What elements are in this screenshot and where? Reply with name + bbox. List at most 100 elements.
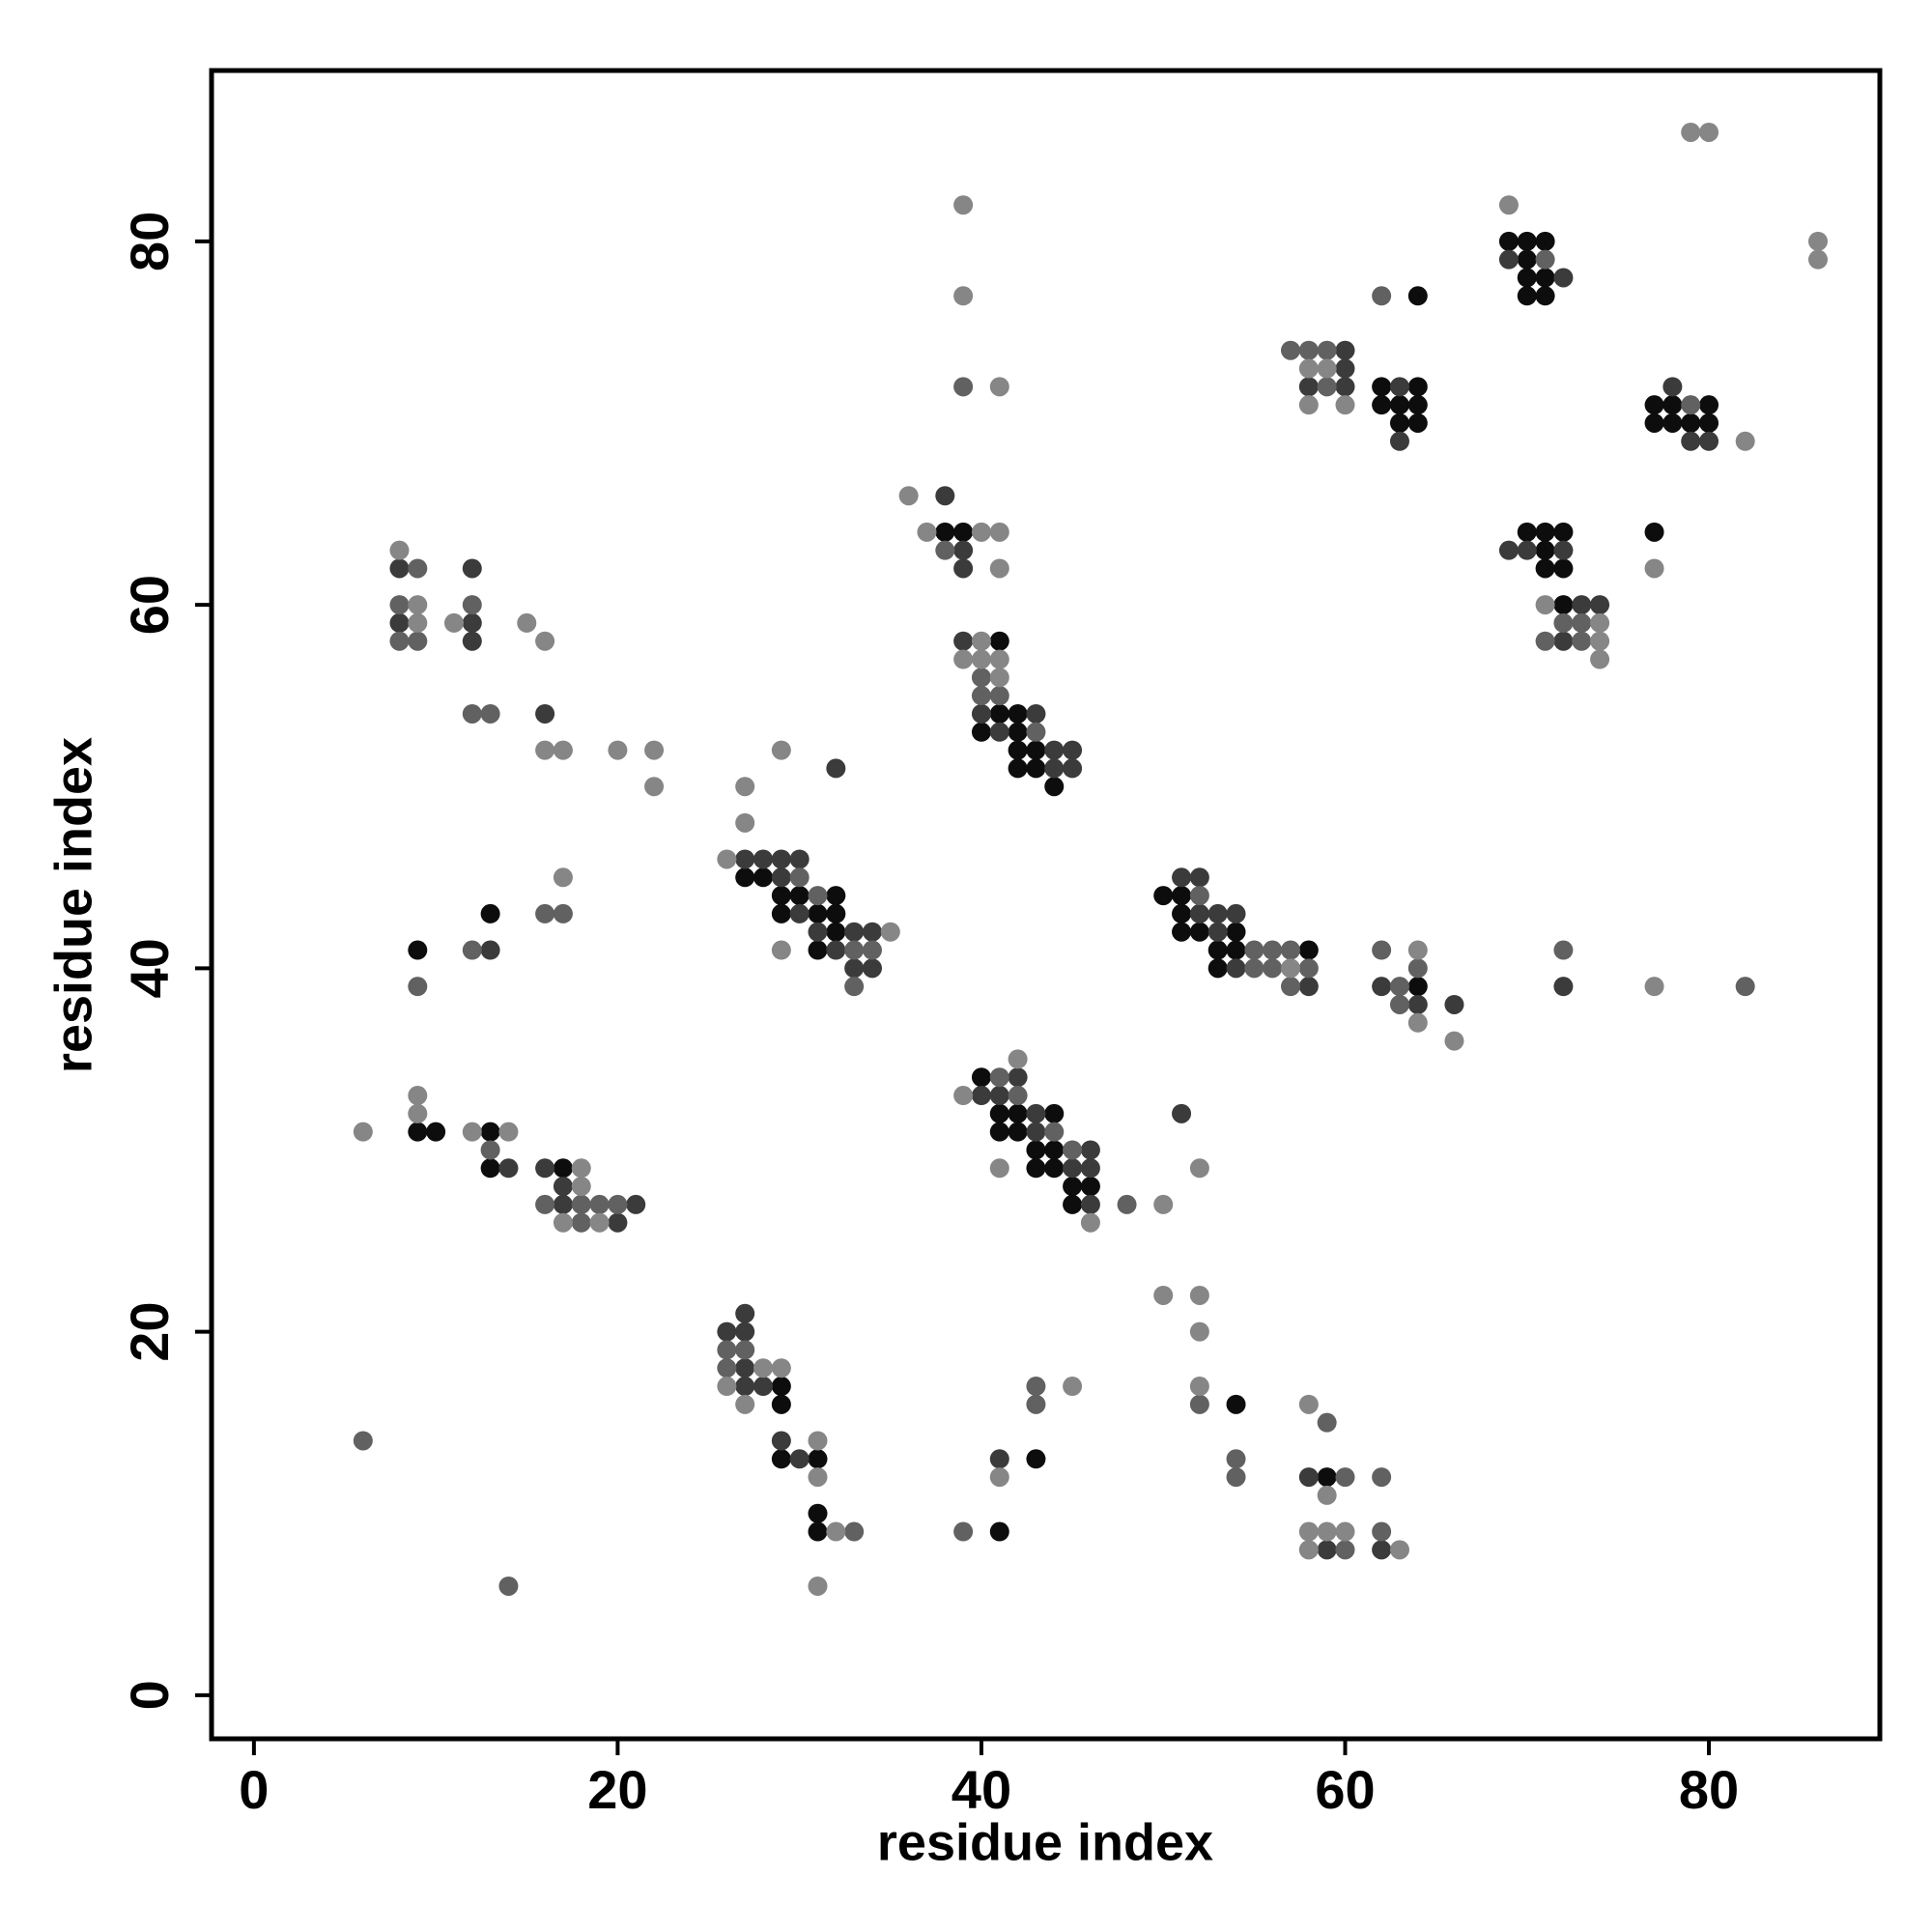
point	[608, 740, 628, 760]
point	[1298, 1521, 1319, 1542]
point	[953, 631, 974, 651]
point	[971, 722, 991, 742]
point	[1172, 886, 1192, 906]
point	[1189, 1394, 1209, 1414]
point	[989, 1103, 1009, 1123]
point	[898, 486, 919, 506]
point	[1317, 1521, 1337, 1542]
point	[1208, 940, 1228, 960]
point	[1044, 1158, 1065, 1179]
point	[1535, 249, 1555, 270]
point	[1662, 377, 1683, 397]
point	[971, 649, 991, 669]
point	[1208, 903, 1228, 923]
point	[1335, 377, 1355, 397]
point	[953, 1521, 974, 1542]
point	[1372, 286, 1392, 306]
point	[808, 1431, 828, 1451]
point	[735, 812, 755, 833]
point	[971, 686, 991, 706]
point	[953, 195, 974, 215]
point	[553, 867, 573, 888]
point	[1298, 940, 1319, 960]
point	[1407, 286, 1428, 306]
point	[771, 1431, 791, 1451]
point	[1407, 1012, 1428, 1033]
point	[844, 940, 865, 960]
point	[1044, 1122, 1065, 1142]
point	[1407, 377, 1428, 397]
point	[1407, 412, 1428, 433]
point	[626, 1194, 646, 1214]
point	[1026, 740, 1046, 760]
point	[826, 1521, 846, 1542]
point	[844, 922, 865, 942]
x-tick-label: 0	[239, 1759, 269, 1820]
point	[553, 1158, 573, 1179]
point	[953, 558, 974, 579]
point	[880, 922, 900, 942]
point	[1407, 940, 1428, 960]
point	[1226, 1467, 1246, 1488]
point	[1044, 758, 1065, 779]
point	[462, 595, 482, 615]
point	[462, 612, 482, 633]
point	[735, 1303, 755, 1323]
point	[1263, 958, 1283, 979]
point	[1189, 922, 1209, 942]
point	[1281, 340, 1301, 360]
point	[1517, 522, 1537, 542]
point	[1063, 758, 1083, 779]
point	[1590, 612, 1610, 633]
point	[1008, 1067, 1028, 1088]
point	[462, 940, 482, 960]
point	[971, 631, 991, 651]
point	[1281, 958, 1301, 979]
point	[1189, 1285, 1209, 1305]
point	[1172, 1103, 1192, 1123]
point	[771, 886, 791, 906]
point	[1063, 1158, 1083, 1179]
point	[1372, 377, 1392, 397]
point	[480, 903, 500, 923]
point	[1008, 722, 1028, 742]
point	[917, 522, 937, 542]
point	[971, 668, 991, 688]
point	[1517, 231, 1537, 251]
point	[1681, 412, 1701, 433]
point	[1026, 703, 1046, 724]
point	[1298, 1394, 1319, 1414]
point	[1080, 1140, 1100, 1160]
point	[1498, 249, 1519, 270]
point	[1226, 922, 1246, 942]
point	[771, 903, 791, 923]
point	[1226, 958, 1246, 979]
point	[1553, 540, 1574, 560]
point	[1153, 886, 1174, 906]
point	[735, 777, 755, 797]
point	[1644, 977, 1664, 997]
point	[789, 1449, 810, 1469]
point	[408, 558, 428, 579]
point	[1026, 1122, 1046, 1142]
point	[1699, 431, 1719, 451]
point	[1044, 1103, 1065, 1123]
point	[1298, 1540, 1319, 1560]
point	[971, 1067, 991, 1088]
point	[1281, 977, 1301, 997]
point	[1063, 1177, 1083, 1197]
point	[1644, 395, 1664, 415]
point	[535, 740, 555, 760]
point	[717, 1321, 737, 1342]
point	[608, 1194, 628, 1214]
point	[862, 940, 882, 960]
point	[862, 922, 882, 942]
point	[1644, 522, 1664, 542]
x-axis-title: residue index	[877, 1813, 1213, 1871]
point	[1389, 412, 1409, 433]
point	[1226, 903, 1246, 923]
point	[753, 1358, 774, 1378]
point	[1208, 922, 1228, 942]
point	[1517, 268, 1537, 288]
point	[1335, 340, 1355, 360]
